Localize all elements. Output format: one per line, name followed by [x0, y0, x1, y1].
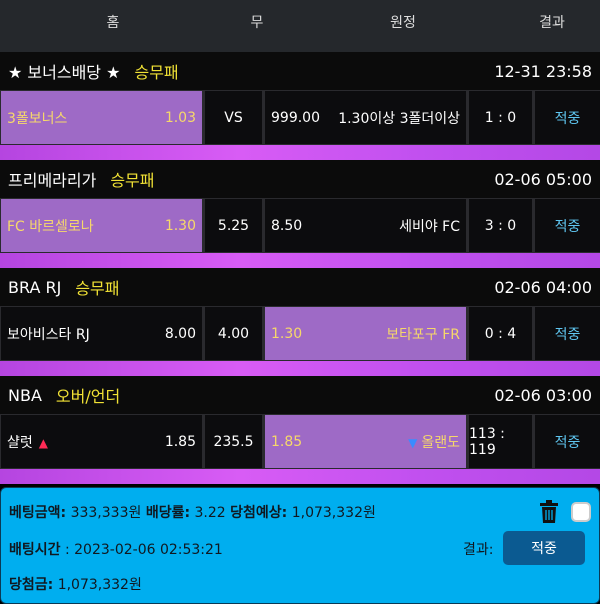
- match-row: 3폴보너스 1.03 VS 999.00 1.30이상 3폴더이상 1 : 0 적중: [0, 90, 600, 145]
- divider: [0, 469, 600, 484]
- away-pick[interactable]: 8.50 세비야 FC: [265, 199, 466, 252]
- divider: [0, 145, 600, 160]
- match-time: 02-06 05:00: [494, 169, 592, 189]
- match-header: BRA RJ 승무패 02-06 04:00: [0, 268, 600, 306]
- home-pick[interactable]: 샬럿 ▲ 1.85: [1, 415, 202, 468]
- bet-amount-label: 베팅금액:: [9, 505, 67, 521]
- result-status: 적중: [535, 91, 600, 144]
- win-line: 당첨금: 1,073,332원: [9, 574, 142, 594]
- home-odds: 8.00: [164, 325, 196, 342]
- result-status: 적중: [535, 199, 600, 252]
- home-pick[interactable]: FC 바르셀로나 1.30: [1, 199, 202, 252]
- match-row: 보아비스타 RJ 8.00 4.00 1.30 보타포구 FR 0 : 4 적중: [0, 306, 600, 361]
- result-label: 결과:: [463, 542, 494, 558]
- away-team: 올랜도: [421, 434, 460, 451]
- away-team: 1.30이상 3폴더이상: [338, 110, 460, 127]
- down-arrow-icon: ▼: [408, 435, 418, 450]
- result-status: 적중: [535, 415, 600, 468]
- col-away: 원정: [390, 15, 416, 31]
- league-title: BRA RJ: [8, 277, 62, 297]
- match-time: 02-06 04:00: [494, 277, 592, 297]
- home-team: 샬럿: [7, 434, 33, 451]
- home-odds: 1.03: [164, 109, 196, 126]
- match-time: 02-06 03:00: [494, 385, 592, 405]
- away-pick[interactable]: 1.85 ▼ 올랜도: [265, 415, 466, 468]
- score: 113 : 119: [469, 415, 532, 468]
- market-type: 오버/언더: [55, 387, 121, 406]
- away-odds: 1.30: [271, 325, 303, 342]
- divider: [0, 253, 600, 268]
- column-header: 홈 무 원정 결과: [0, 0, 600, 52]
- bet-time: : 2023-02-06 02:53:21: [64, 542, 223, 558]
- away-odds: 1.85: [271, 433, 303, 450]
- away-odds: 999.00: [271, 109, 320, 126]
- odds: 3.22: [194, 505, 226, 521]
- score: 0 : 4: [469, 307, 532, 360]
- market-type: 승무패: [110, 171, 155, 190]
- odds-label: 배당률:: [145, 505, 191, 521]
- home-team: 보아비스타 RJ: [7, 326, 90, 343]
- market-type: 승무패: [75, 279, 120, 298]
- trash-icon[interactable]: [539, 500, 559, 524]
- home-team: 3폴보너스: [7, 110, 68, 127]
- market-type: 승무패: [134, 63, 179, 82]
- home-odds: 1.85: [164, 433, 196, 450]
- expected-label: 당첨예상:: [230, 505, 288, 521]
- home-pick[interactable]: 보아비스타 RJ 8.00: [1, 307, 202, 360]
- win-label: 당첨금:: [9, 577, 54, 593]
- select-checkbox[interactable]: [571, 502, 591, 522]
- away-pick[interactable]: 1.30 보타포구 FR: [265, 307, 466, 360]
- result-button[interactable]: 적중: [503, 531, 585, 565]
- home-odds: 1.30: [164, 217, 196, 234]
- win-amount: 1,073,332원: [57, 577, 142, 593]
- divider: [0, 361, 600, 376]
- col-result: 결과: [539, 15, 565, 31]
- draw-pick[interactable]: 4.00: [205, 307, 262, 360]
- bet-summary: 베팅금액: 333,333원 배당률: 3.22 당첨예상: 1,073,332…: [0, 487, 600, 604]
- league-title: NBA: [8, 385, 42, 405]
- col-draw: 무: [250, 15, 264, 31]
- match-header: ★ 보너스배당 ★ 승무패 12-31 23:58: [0, 52, 600, 90]
- time-line: 배팅시간 : 2023-02-06 02:53:21: [9, 539, 223, 559]
- home-team: FC 바르셀로나: [7, 218, 94, 235]
- time-label: 배팅시간: [9, 542, 61, 558]
- match-time: 12-31 23:58: [494, 61, 592, 81]
- away-team: 세비야 FC: [399, 218, 460, 235]
- match-row: 샬럿 ▲ 1.85 235.5 1.85 ▼ 올랜도 113 : 119 적중: [0, 414, 600, 469]
- match-header: NBA 오버/언더 02-06 03:00: [0, 376, 600, 414]
- score: 1 : 0: [469, 91, 532, 144]
- result-status: 적중: [535, 307, 600, 360]
- away-odds: 8.50: [271, 217, 303, 234]
- draw-pick[interactable]: 5.25: [205, 199, 262, 252]
- away-pick[interactable]: 999.00 1.30이상 3폴더이상: [265, 91, 466, 144]
- col-home: 홈: [106, 15, 120, 31]
- home-pick[interactable]: 3폴보너스 1.03: [1, 91, 202, 144]
- up-arrow-icon: ▲: [38, 435, 48, 450]
- match-header: 프리메라리가 승무패 02-06 05:00: [0, 160, 600, 198]
- bet-amount: 333,333원: [70, 505, 142, 521]
- draw-pick[interactable]: VS: [205, 91, 262, 144]
- draw-pick[interactable]: 235.5: [205, 415, 262, 468]
- score: 3 : 0: [469, 199, 532, 252]
- bet-list: ★ 보너스배당 ★ 승무패 12-31 23:58 3폴보너스 1.03 VS 9…: [0, 52, 600, 484]
- summary-line: 베팅금액: 333,333원 배당률: 3.22 당첨예상: 1,073,332…: [9, 502, 376, 522]
- league-title: ★ 보너스배당 ★: [8, 63, 121, 82]
- league-title: 프리메라리가: [8, 171, 97, 190]
- away-team: 보타포구 FR: [386, 326, 460, 343]
- expected: 1,073,332원: [291, 505, 376, 521]
- match-row: FC 바르셀로나 1.30 5.25 8.50 세비야 FC 3 : 0 적중: [0, 198, 600, 253]
